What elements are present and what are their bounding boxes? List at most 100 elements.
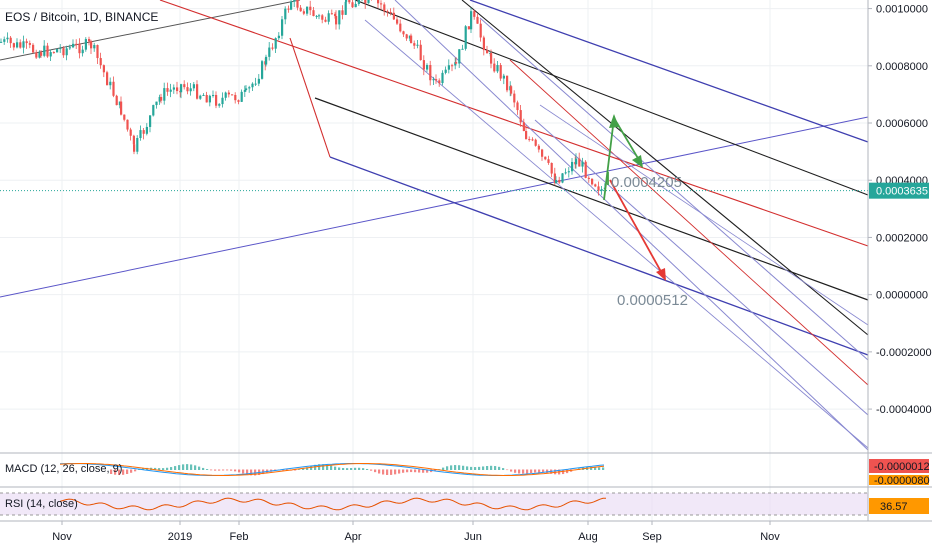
candle-body [547,159,550,163]
candle-body [115,95,118,106]
macd-histogram-bar [478,466,481,470]
candle-body [84,39,87,50]
candle-body [0,41,3,43]
candle-body [584,161,587,178]
macd-histogram-bar [446,466,449,470]
macd-histogram-bar [374,469,377,473]
macd-histogram-bar [594,466,597,470]
candle-body [377,0,380,4]
candle-body [81,49,84,54]
candle-body [261,61,264,79]
candle-body [302,11,305,14]
indicator-panes: MACD (12, 26, close, 9) -0.0000012 -0.0000… [0,452,932,522]
candle-body [99,58,102,66]
green-arrowhead-up [609,114,619,128]
candle-body [416,44,419,46]
candle-body [163,88,166,101]
candle-body [62,48,65,56]
candle-body [234,94,237,101]
candle-body [176,87,179,92]
macd-histogram-bar [482,466,485,470]
x-tick-label: 2019 [168,531,192,543]
candle-body [224,92,227,98]
macd-histogram-bar [442,467,445,470]
steep-line-3 [509,59,869,386]
candle-body [410,35,413,44]
candle-body [9,37,12,44]
candle-body [597,186,600,191]
macd-histogram-bar [418,469,421,473]
macd-histogram-bar [590,466,593,470]
macd-histogram-bar [378,469,381,474]
candle-body [120,101,123,115]
macd-histogram-bar [158,468,161,470]
macd-histogram-bar [434,469,437,472]
candle-body [218,104,221,106]
candle-body [541,149,544,157]
pitchfork-lower-tine-blue [329,156,869,356]
candle-body [402,31,405,35]
candle-body [40,52,43,56]
candle-body [447,65,450,70]
candle-body [152,105,155,116]
red-arrowhead [656,268,666,281]
candle-body [458,49,461,64]
candle-body [3,39,6,42]
candle-body [183,84,186,88]
candle-body [561,173,564,183]
candle-body [296,0,299,8]
candle-body [129,129,132,136]
target-label-lower: 0.0000512 [617,292,688,309]
x-tick-label: Jun [464,531,482,543]
candle-body [335,16,338,25]
x-tick-label: Apr [344,531,361,543]
candle-body [149,115,152,127]
macd-histogram-bar [382,469,385,475]
candle-body [594,184,597,187]
macd-histogram-bar [602,467,605,470]
candle-body [254,83,257,85]
macd-histogram-bar [230,469,233,471]
candle-body [587,177,590,179]
candle-body [482,37,485,51]
candle-body [155,101,158,106]
red-projection-arrow [609,179,665,278]
candle-body [132,135,135,145]
x-tick-label: Aug [578,531,598,543]
macd-histogram-bar [506,469,509,471]
macd-histogram-bar [390,469,393,475]
macd-histogram-bar [334,466,337,470]
macd-histogram-bar [342,468,345,470]
candle-body [312,10,315,16]
macd-histogram-bar [422,469,425,473]
macd-histogram-bar [238,469,241,473]
macd-histogram-bar [198,466,201,470]
candle-body [392,12,395,20]
candle-body [72,43,75,48]
pitchfork-upper-tine-black [354,0,869,196]
macd-histogram-bar [414,469,417,473]
y-tick-label: 0.0000000 [876,290,928,302]
steep-line-2 [479,17,869,361]
steep-line-7 [539,104,869,326]
candle-body [172,87,175,90]
candle-body [348,0,351,3]
candle-body [367,0,370,4]
candle-body [12,43,15,48]
candle-body [553,173,556,183]
candle-body [49,52,52,57]
macd-histogram-bar [142,468,145,470]
candle-body [139,130,142,139]
candle-body [265,56,268,65]
steep-line-5 [394,0,869,451]
candle-body [321,15,324,20]
macd-histogram-bar [118,469,121,476]
pitchfork-median [159,0,869,247]
pitchfork-upper-tine-blue [469,0,869,143]
macd-histogram-bar [490,465,493,470]
macd-histogram-bar [122,469,125,475]
candle-body [293,0,296,2]
candle-body [32,44,35,53]
last-price-label: 0.0003635 [876,186,928,198]
